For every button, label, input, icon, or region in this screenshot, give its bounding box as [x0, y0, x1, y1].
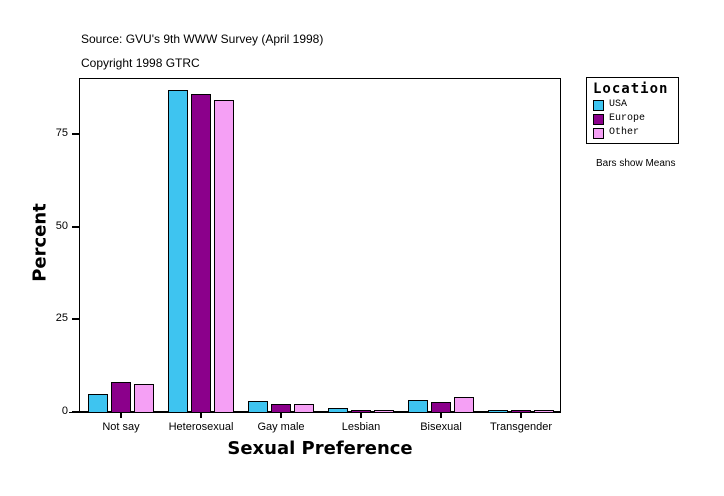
y-tick — [72, 133, 79, 135]
x-tick — [520, 412, 522, 418]
x-tick-label: Bisexual — [420, 421, 462, 433]
x-tick — [280, 412, 282, 418]
bar-other — [214, 99, 234, 413]
x-axis-title: Sexual Preference — [227, 438, 413, 459]
copyright-text: Copyright 1998 GTRC — [81, 56, 200, 70]
means-note: Bars show Means — [596, 158, 676, 169]
legend-swatch — [593, 100, 604, 111]
x-tick-label: Gay male — [257, 421, 305, 433]
bar-other — [454, 397, 474, 413]
x-tick-label: Lesbian — [341, 421, 381, 433]
legend-swatch — [593, 128, 604, 139]
y-tick-label: 75 — [55, 127, 68, 139]
bar-usa — [168, 89, 188, 413]
legend-label: USA — [609, 99, 628, 110]
x-tick — [200, 412, 202, 418]
bar-usa — [488, 410, 508, 413]
y-tick-label: 25 — [55, 312, 68, 325]
x-tick — [120, 412, 122, 418]
legend: Location USA Europe Other — [586, 77, 679, 144]
bar-other — [134, 383, 154, 413]
legend-label: Other — [609, 127, 640, 138]
legend-swatch — [593, 114, 604, 125]
y-tick — [72, 318, 79, 321]
bar-usa — [408, 400, 428, 413]
bar-other — [374, 410, 394, 413]
x-tick-label: Heterosexual — [168, 421, 234, 433]
bar-other — [534, 409, 554, 413]
y-tick-label: 0 — [61, 405, 68, 417]
x-tick — [360, 412, 362, 418]
y-axis-title: Percent — [29, 203, 51, 282]
x-axis — [69, 412, 561, 413]
x-tick-label: Not say — [102, 421, 140, 433]
y-tick — [72, 411, 79, 413]
plot-area — [79, 78, 561, 412]
y-axis — [79, 78, 80, 413]
x-tick-label: Transgender — [490, 421, 552, 433]
legend-title: Location — [593, 81, 669, 97]
bar-usa — [328, 407, 348, 413]
bar-usa — [248, 400, 268, 413]
bar-other — [294, 403, 314, 413]
bar-usa — [88, 393, 108, 413]
bar-europe — [191, 93, 211, 413]
legend-label: Europe — [609, 113, 646, 124]
source-text: Source: GVU's 9th WWW Survey (April 1998… — [81, 32, 324, 46]
y-tick — [72, 225, 79, 228]
y-tick-label: 50 — [55, 219, 68, 232]
bar-europe — [111, 381, 131, 413]
x-tick — [440, 412, 442, 418]
